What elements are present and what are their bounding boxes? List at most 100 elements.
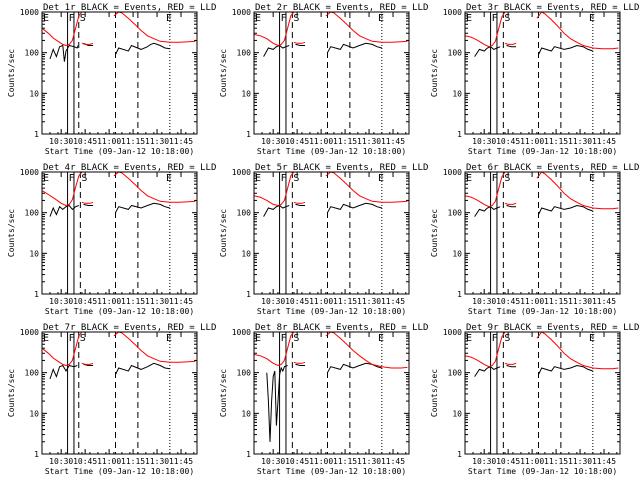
- flag-marker-label: E: [378, 333, 384, 344]
- flag-marker-label: E: [166, 333, 172, 344]
- x-tick-label: 11:45: [592, 137, 616, 146]
- y-axis-label: Counts/sec: [430, 209, 439, 257]
- x-tick-label: 11:30: [568, 137, 592, 146]
- lld-series-line: [293, 41, 306, 44]
- x-tick-label: 11:00: [309, 457, 333, 466]
- flag-marker-label: E: [255, 173, 261, 184]
- y-tick-label: 100: [25, 209, 40, 218]
- flag-marker-label: E: [466, 173, 472, 184]
- x-axis-label: Start Time (09-Jan-12 10:18:00): [45, 307, 194, 316]
- lld-series-line: [536, 332, 619, 370]
- x-axis-label: Start Time (09-Jan-12 10:18:00): [468, 307, 617, 316]
- panel-title: Det 6r BLACK = Events, RED = LLD: [466, 163, 639, 173]
- events-series-line: [263, 44, 290, 57]
- panel-title: Det 5r BLACK = Events, RED = LLD: [255, 163, 428, 173]
- x-tick-label: 11:15: [333, 457, 357, 466]
- flag-marker-label: S: [504, 333, 510, 344]
- x-tick-label: 11:30: [145, 297, 169, 306]
- events-series-line: [295, 363, 306, 366]
- y-tick-label: 1000: [232, 168, 251, 177]
- y-tick-label: 1: [457, 130, 462, 139]
- x-tick-label: 10:30: [472, 137, 496, 146]
- flag-marker-label: S: [80, 333, 86, 344]
- lld-series-line: [81, 42, 94, 45]
- y-tick-label: 1: [457, 450, 462, 459]
- x-tick-label: 10:30: [49, 297, 73, 306]
- lld-series-line: [113, 332, 196, 363]
- lld-series-line: [293, 201, 306, 204]
- y-tick-label: 10: [29, 409, 39, 418]
- events-series-line: [327, 202, 382, 213]
- events-series-line: [538, 364, 593, 375]
- flag-marker-label: S: [293, 333, 299, 344]
- flag-marker-label: E: [466, 333, 472, 344]
- lld-series-line: [504, 42, 517, 45]
- events-series-line: [115, 42, 170, 55]
- x-tick-label: 11:30: [568, 297, 592, 306]
- events-series-line: [266, 365, 288, 442]
- flag-marker-label: S: [293, 173, 299, 184]
- flag-marker-label: E: [466, 13, 472, 24]
- flag-marker-label: F: [281, 173, 287, 184]
- plot-frame: [253, 171, 410, 295]
- lld-series-line: [113, 172, 196, 203]
- y-axis-label: Counts/sec: [219, 209, 228, 257]
- y-axis-label: Counts/sec: [219, 49, 228, 97]
- y-tick-label: 10: [241, 249, 251, 258]
- lld-series-line: [42, 12, 83, 47]
- x-tick-label: 11:00: [97, 297, 121, 306]
- x-tick-label: 10:45: [496, 297, 520, 306]
- y-tick-label: 1: [246, 290, 251, 299]
- y-tick-label: 100: [237, 209, 252, 218]
- x-tick-label: 11:00: [520, 457, 544, 466]
- plot-frame: [253, 331, 410, 455]
- lld-series-line: [465, 332, 506, 368]
- flag-marker-label: E: [43, 333, 49, 344]
- x-tick-label: 11:15: [121, 457, 145, 466]
- y-axis-label: Counts/sec: [7, 49, 16, 97]
- flag-marker-label: E: [589, 333, 595, 344]
- panel-title: Det 7r BLACK = Events, RED = LLD: [43, 323, 216, 333]
- y-tick-label: 10: [452, 249, 462, 258]
- lld-series-line: [325, 12, 408, 43]
- x-tick-label: 11:30: [357, 297, 381, 306]
- y-tick-label: 10: [241, 89, 251, 98]
- x-tick-label: 11:45: [169, 137, 193, 146]
- y-tick-label: 1000: [20, 8, 39, 17]
- y-tick-label: 100: [237, 49, 252, 58]
- x-axis-label: Start Time (09-Jan-12 10:18:00): [257, 307, 406, 316]
- y-tick-label: 1: [457, 290, 462, 299]
- x-tick-label: 11:45: [592, 457, 616, 466]
- detector-panel-9: Det 9r BLACK = Events, RED = LLD Counts/s…: [430, 323, 639, 476]
- lld-series-line: [254, 172, 295, 207]
- lld-series-line: [536, 12, 619, 50]
- events-series-line: [295, 43, 306, 46]
- flag-marker-label: E: [255, 13, 261, 24]
- x-tick-label: 11:45: [381, 457, 405, 466]
- events-series-line: [327, 362, 382, 373]
- panel-title: Det 2r BLACK = Events, RED = LLD: [255, 3, 428, 13]
- y-tick-label: 10: [241, 409, 251, 418]
- flag-marker-label: S: [504, 173, 510, 184]
- y-tick-label: 1: [34, 450, 39, 459]
- flag-marker-label: E: [166, 173, 172, 184]
- plot-frame: [464, 171, 621, 295]
- panel-title: Det 9r BLACK = Events, RED = LLD: [466, 323, 639, 333]
- events-series-line: [49, 44, 79, 62]
- x-tick-label: 11:45: [169, 297, 193, 306]
- lld-series-line: [254, 332, 295, 367]
- plot-frame: [41, 11, 198, 135]
- x-axis-label: Start Time (09-Jan-12 10:18:00): [257, 467, 406, 476]
- x-tick-label: 10:45: [73, 297, 97, 306]
- x-tick-label: 10:45: [285, 137, 309, 146]
- lld-series-line: [42, 172, 83, 207]
- events-series-line: [506, 365, 517, 368]
- x-tick-label: 10:30: [472, 457, 496, 466]
- events-series-line: [49, 204, 79, 217]
- events-series-line: [506, 45, 517, 48]
- panel-title: Det 4r BLACK = Events, RED = LLD: [43, 163, 216, 173]
- x-axis-label: Start Time (09-Jan-12 10:18:00): [468, 147, 617, 156]
- lld-series-line: [504, 362, 517, 365]
- flag-marker-label: F: [69, 173, 75, 184]
- lld-series-line: [465, 172, 506, 208]
